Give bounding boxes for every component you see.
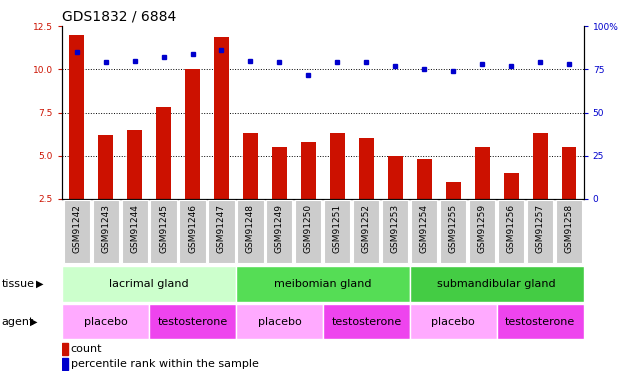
Bar — [98, 135, 113, 199]
Text: GDS1832 / 6884: GDS1832 / 6884 — [62, 10, 176, 24]
Text: submandibular gland: submandibular gland — [437, 279, 556, 289]
Text: percentile rank within the sample: percentile rank within the sample — [71, 359, 259, 369]
Bar — [266, 200, 292, 263]
Bar — [62, 304, 149, 339]
Text: GSM91248: GSM91248 — [246, 204, 255, 253]
Bar — [149, 304, 236, 339]
Bar — [156, 107, 171, 199]
Bar — [383, 200, 409, 263]
Text: GSM91256: GSM91256 — [507, 204, 516, 253]
Text: testosterone: testosterone — [157, 316, 228, 327]
Text: tissue: tissue — [2, 279, 35, 289]
Bar — [296, 200, 322, 263]
Bar — [63, 200, 89, 263]
Text: meibomian gland: meibomian gland — [274, 279, 372, 289]
Bar — [150, 200, 176, 263]
Bar — [498, 200, 524, 263]
Text: lacrimal gland: lacrimal gland — [109, 279, 189, 289]
Text: GSM91242: GSM91242 — [72, 204, 81, 253]
Text: ▶: ▶ — [36, 279, 43, 289]
Bar — [62, 343, 68, 355]
Bar — [533, 133, 548, 199]
Bar — [417, 159, 432, 199]
Bar — [556, 200, 582, 263]
Text: testosterone: testosterone — [505, 316, 576, 327]
Bar — [272, 147, 287, 199]
Bar — [122, 200, 148, 263]
Bar — [179, 200, 206, 263]
Bar — [237, 200, 263, 263]
Text: GSM91245: GSM91245 — [159, 204, 168, 253]
Bar — [324, 200, 350, 263]
Bar — [359, 138, 374, 199]
Bar — [504, 173, 519, 199]
Text: placebo: placebo — [84, 316, 127, 327]
Text: GSM91252: GSM91252 — [362, 204, 371, 253]
Text: GSM91251: GSM91251 — [333, 204, 342, 253]
Text: GSM91249: GSM91249 — [275, 204, 284, 253]
Bar — [330, 133, 345, 199]
Bar — [497, 304, 584, 339]
Bar — [214, 37, 229, 199]
Bar — [93, 200, 119, 263]
Bar — [209, 200, 235, 263]
Bar — [243, 133, 258, 199]
Bar — [440, 200, 466, 263]
Text: count: count — [71, 344, 102, 354]
Bar — [411, 200, 437, 263]
Text: ▶: ▶ — [30, 316, 37, 327]
Text: GSM91255: GSM91255 — [449, 204, 458, 253]
Bar — [562, 147, 576, 199]
Text: testosterone: testosterone — [331, 316, 402, 327]
Bar — [301, 142, 315, 199]
Text: GSM91258: GSM91258 — [564, 204, 574, 253]
Bar — [475, 147, 489, 199]
Text: placebo: placebo — [258, 316, 301, 327]
Text: GSM91253: GSM91253 — [391, 204, 400, 253]
Bar — [127, 130, 142, 199]
Bar — [236, 266, 410, 302]
Bar — [527, 200, 553, 263]
Text: GSM91247: GSM91247 — [217, 204, 226, 253]
Text: placebo: placebo — [432, 316, 475, 327]
Text: agent: agent — [2, 316, 34, 327]
Bar — [70, 35, 84, 199]
Bar — [62, 358, 68, 370]
Text: GSM91246: GSM91246 — [188, 204, 197, 253]
Text: GSM91257: GSM91257 — [536, 204, 545, 253]
Bar — [446, 182, 461, 199]
Bar — [410, 304, 497, 339]
Bar — [323, 304, 410, 339]
Text: GSM91259: GSM91259 — [478, 204, 487, 253]
Text: GSM91243: GSM91243 — [101, 204, 110, 253]
Text: GSM91244: GSM91244 — [130, 204, 139, 253]
Bar — [353, 200, 379, 263]
Bar — [185, 69, 200, 199]
Bar — [62, 266, 236, 302]
Text: GSM91254: GSM91254 — [420, 204, 429, 253]
Bar — [388, 156, 402, 199]
Bar — [469, 200, 496, 263]
Bar — [236, 304, 323, 339]
Text: GSM91250: GSM91250 — [304, 204, 313, 253]
Bar — [410, 266, 584, 302]
